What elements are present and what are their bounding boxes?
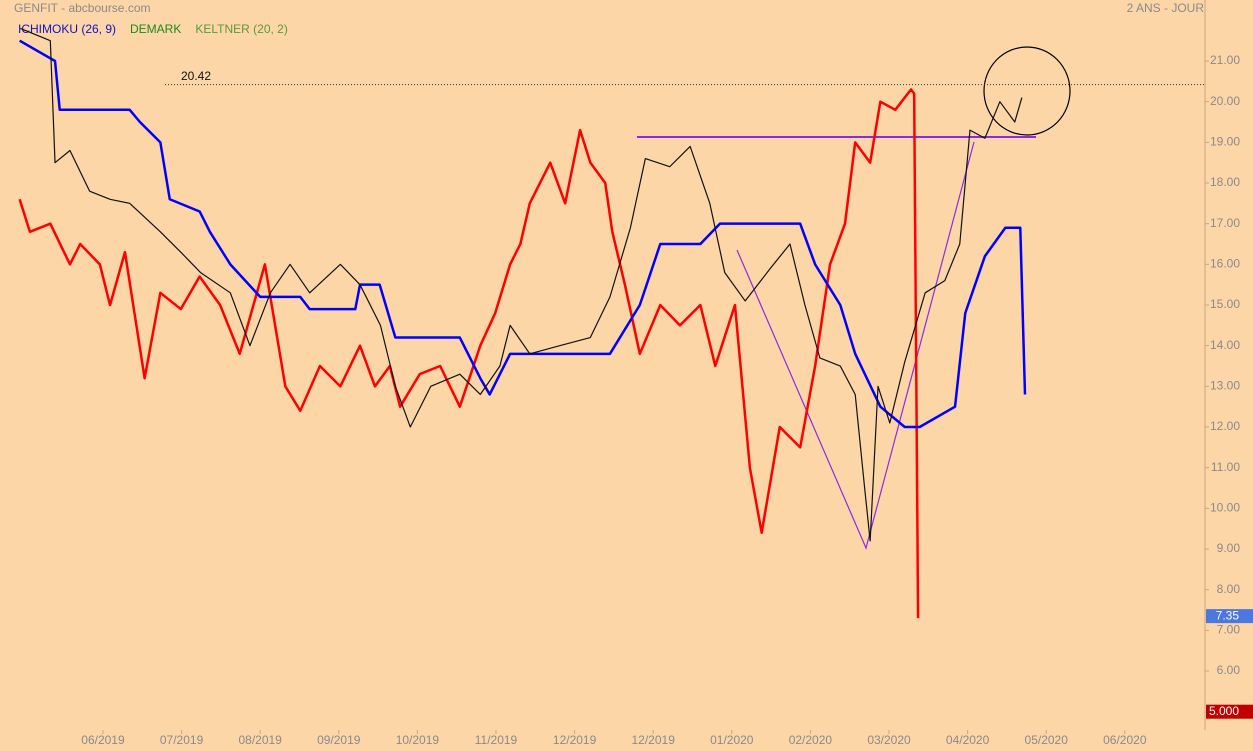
y-tick-label: 17.00 [1210, 216, 1240, 230]
chart-title: GENFIT - abcbourse.com [14, 1, 151, 15]
y-tick-label: 11.00 [1211, 460, 1240, 474]
x-tick-label: 01/2020 [710, 733, 754, 747]
x-tick-label: 08/2019 [238, 733, 282, 747]
y-tick-label: 7.00 [1217, 623, 1241, 637]
legend-entry: KELTNER (20, 2) [195, 22, 287, 36]
x-tick-label: 12/2019 [553, 733, 597, 747]
trend-line [736, 141, 975, 550]
x-tick-label: 06/2019 [81, 733, 125, 747]
y-tick-label: 10.00 [1210, 501, 1240, 515]
x-tick-label: 12/2019 [632, 733, 676, 747]
y-tick-label: 8.00 [1217, 582, 1241, 596]
x-tick-label: 04/2020 [946, 733, 990, 747]
price-line [20, 27, 1023, 542]
price-tag [1206, 704, 1253, 719]
price-line [19, 39, 1027, 429]
y-tick-label: 12.00 [1210, 419, 1240, 433]
y-tick-label: 14.00 [1210, 338, 1240, 352]
y-tick-label: 16.00 [1210, 257, 1240, 271]
reference-label: 20.42 [181, 69, 211, 83]
y-tick-label: 6.00 [1217, 663, 1241, 677]
legend: ICHIMOKU (26, 9) DEMARK KELTNER (20, 2) [18, 22, 288, 36]
x-tick-label: 07/2019 [160, 733, 204, 747]
highlight-circle [983, 46, 1071, 136]
price-line [18, 88, 920, 619]
x-tick-label: 03/2020 [867, 733, 911, 747]
price-tag-label: 5.000 [1209, 704, 1239, 718]
price-tag-label: 7.35 [1216, 608, 1240, 622]
y-tick-label: 21.00 [1210, 53, 1240, 67]
legend-entry: ICHIMOKU (26, 9) [18, 22, 116, 36]
price-tag [1206, 609, 1253, 624]
chart-subtitle: 2 ANS - JOUR [1127, 1, 1205, 15]
y-tick-label: 18.00 [1210, 175, 1240, 189]
legend-entry: DEMARK [130, 22, 181, 36]
y-tick-label: 15.00 [1210, 297, 1240, 311]
x-tick-label: 09/2019 [317, 733, 361, 747]
x-tick-label: 10/2019 [396, 733, 440, 747]
y-tick-label: 9.00 [1217, 541, 1241, 555]
x-tick-label: 02/2020 [789, 733, 833, 747]
x-tick-label: 11/2019 [475, 733, 518, 747]
y-tick-label: 13.00 [1210, 379, 1240, 393]
y-tick-label: 20.00 [1210, 94, 1240, 108]
y-tick-label: 19.00 [1210, 135, 1240, 149]
x-tick-label: 06/2020 [1103, 733, 1147, 747]
x-tick-label: 05/2020 [1025, 733, 1069, 747]
